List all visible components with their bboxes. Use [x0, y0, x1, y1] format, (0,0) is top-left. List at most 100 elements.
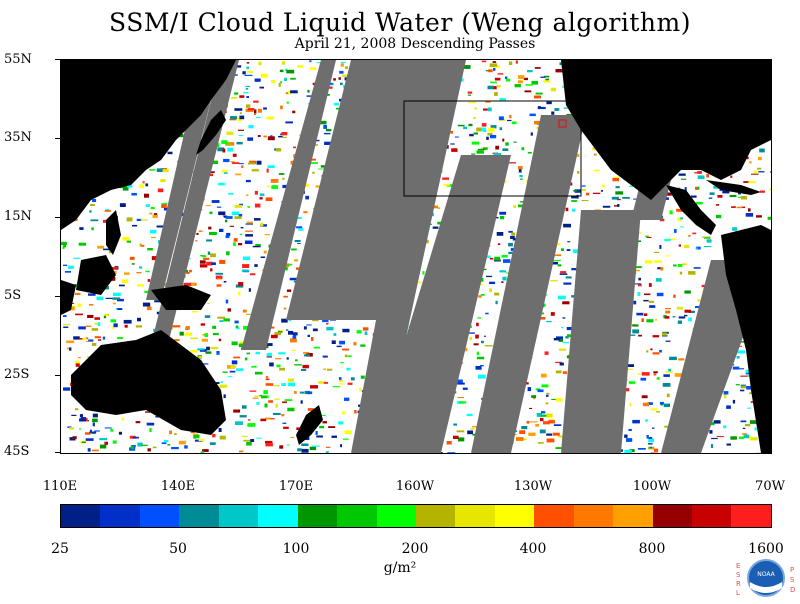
cloud-water-cell [245, 86, 250, 87]
cloud-water-cell [294, 391, 297, 394]
cloud-water-cell [528, 433, 535, 436]
cloud-water-cell [63, 315, 67, 317]
cloud-water-cell [98, 322, 100, 326]
cloud-water-cell [637, 292, 640, 296]
cloud-water-cell [733, 367, 740, 370]
cloud-water-cell [451, 148, 457, 152]
cloud-water-cell [663, 374, 670, 377]
cloud-water-cell [100, 445, 106, 449]
cloud-water-cell [612, 197, 619, 200]
cloud-water-cell [572, 209, 575, 212]
cloud-water-cell [217, 207, 221, 208]
cloud-water-cell [303, 211, 307, 213]
cloud-water-cell [234, 108, 242, 111]
cloud-water-cell [495, 78, 501, 81]
cloud-water-cell [546, 395, 549, 397]
cloud-water-cell [561, 327, 563, 328]
lon-label: 140E [148, 479, 208, 494]
cloud-water-cell [644, 313, 647, 316]
cloud-water-cell [248, 162, 255, 164]
cloud-water-cell [740, 390, 744, 392]
cloud-water-cell [113, 440, 117, 443]
cloud-water-cell [99, 438, 107, 440]
central-america-landmass [666, 185, 716, 235]
cloud-water-cell [508, 243, 513, 247]
cloud-water-cell [511, 233, 515, 236]
cloud-water-cell [92, 328, 98, 331]
cloud-water-cell [249, 288, 251, 292]
cloud-water-cell [614, 177, 619, 178]
cloud-water-cell [482, 61, 487, 63]
cloud-water-cell [296, 226, 302, 228]
cloud-water-cell [582, 189, 586, 191]
cloud-water-cell [251, 366, 256, 368]
cloud-water-cell [499, 98, 506, 100]
cloud-water-cell [550, 280, 557, 281]
cloud-water-cell [562, 301, 569, 304]
svg-text:E: E [736, 562, 740, 570]
cloud-water-cell [342, 349, 349, 351]
cloud-water-cell [319, 426, 324, 428]
cloud-water-cell [146, 204, 150, 207]
cloud-water-cell [626, 438, 632, 442]
cloud-water-cell [241, 227, 244, 228]
cloud-water-cell [536, 93, 543, 95]
cloud-water-cell [724, 394, 727, 398]
cloud-water-cell [124, 272, 130, 274]
cloud-water-cell [688, 271, 695, 275]
cloud-water-cell [222, 170, 228, 172]
cloud-water-cell [145, 183, 148, 186]
cloud-water-cell [149, 428, 151, 432]
cloud-water-cell [286, 70, 294, 74]
cloud-water-cell [190, 338, 198, 340]
lon-label: 130W [503, 479, 563, 494]
cloud-water-cell [518, 75, 525, 79]
cloud-water-cell [563, 283, 571, 285]
cloud-water-cell [724, 391, 729, 394]
cloud-water-cell [716, 215, 721, 218]
cloud-water-cell [770, 171, 771, 173]
cloud-water-cell [278, 136, 283, 138]
cloud-water-cell [338, 383, 345, 384]
cloud-water-cell [710, 192, 715, 195]
cloud-water-cell [290, 278, 297, 281]
cloud-water-cell [266, 379, 270, 381]
cloud-water-cell [458, 437, 464, 441]
colorbar-label: 50 [148, 541, 208, 557]
cloud-water-cell [79, 428, 81, 429]
cloud-water-cell [200, 260, 206, 263]
colorbar-segment [534, 505, 573, 527]
cloud-water-cell [148, 279, 151, 282]
cloud-water-cell [255, 204, 261, 208]
cloud-water-cell [186, 326, 190, 330]
cloud-water-cell [94, 317, 100, 320]
cloud-water-cell [481, 341, 484, 343]
cloud-water-cell [267, 357, 272, 358]
cloud-water-cell [675, 373, 682, 377]
cloud-water-cell [326, 447, 330, 448]
cloud-water-cell [326, 451, 329, 453]
colorbar-label: 25 [30, 541, 90, 557]
cloud-water-cell [94, 430, 100, 431]
cloud-water-cell [248, 125, 253, 128]
cloud-water-cell [531, 395, 536, 398]
cloud-water-cell [365, 332, 368, 336]
cloud-water-cell [265, 404, 268, 408]
cloud-water-cell [212, 326, 216, 329]
cloud-water-cell [711, 438, 718, 439]
cloud-water-cell [287, 290, 291, 292]
cloud-water-cell [242, 264, 249, 268]
cloud-water-cell [106, 298, 113, 299]
cloud-water-cell [326, 323, 328, 325]
cloud-water-cell [663, 383, 671, 387]
cloud-water-cell [122, 279, 128, 283]
cloud-water-cell [254, 264, 257, 267]
cloud-water-cell [145, 271, 149, 272]
cloud-water-cell [345, 430, 352, 434]
cloud-water-cell [89, 210, 91, 212]
cloud-water-cell [360, 344, 365, 346]
cloud-water-cell [684, 291, 690, 294]
philippines-landmass [106, 210, 121, 255]
cloud-water-cell [339, 71, 343, 74]
cloud-water-cell [353, 342, 356, 345]
